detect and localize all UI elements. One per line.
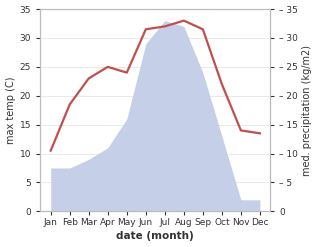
X-axis label: date (month): date (month): [116, 231, 194, 242]
Y-axis label: med. precipitation (kg/m2): med. precipitation (kg/m2): [302, 45, 313, 176]
Y-axis label: max temp (C): max temp (C): [5, 76, 16, 144]
